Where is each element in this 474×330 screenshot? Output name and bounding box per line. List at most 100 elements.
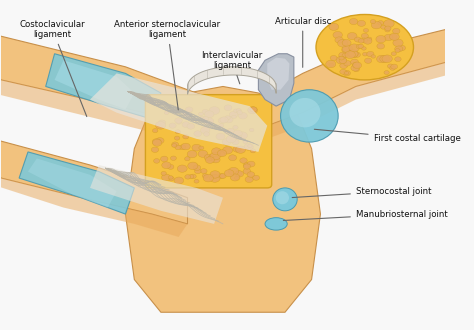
Circle shape [152,139,161,145]
Circle shape [223,147,233,154]
Circle shape [236,135,242,140]
Ellipse shape [281,90,338,142]
Circle shape [168,176,173,179]
Text: Costoclavicular
ligament: Costoclavicular ligament [19,19,87,116]
Circle shape [199,146,204,150]
Circle shape [236,109,241,113]
Circle shape [188,162,198,170]
Polygon shape [0,34,232,132]
Circle shape [167,164,174,169]
Circle shape [211,148,221,155]
Circle shape [367,51,374,57]
Circle shape [384,34,393,41]
Circle shape [342,53,348,57]
Circle shape [194,169,201,174]
Circle shape [398,45,406,51]
Circle shape [250,107,257,112]
Circle shape [174,136,180,140]
Circle shape [155,121,166,129]
Circle shape [233,146,241,152]
Circle shape [385,26,391,31]
Circle shape [355,37,361,42]
Polygon shape [0,73,232,146]
Circle shape [234,109,238,113]
Circle shape [361,38,368,43]
Circle shape [243,163,251,168]
Circle shape [210,171,220,178]
Circle shape [225,116,230,120]
Circle shape [348,50,358,57]
Circle shape [224,130,229,134]
Circle shape [224,105,232,111]
Circle shape [234,176,239,180]
Polygon shape [90,73,267,152]
Polygon shape [0,172,188,237]
Circle shape [353,62,362,69]
Circle shape [168,177,174,181]
Circle shape [230,174,240,181]
Circle shape [174,177,184,184]
Circle shape [391,52,396,56]
Circle shape [344,60,351,66]
Circle shape [390,33,399,40]
Circle shape [377,43,384,49]
Circle shape [169,123,176,128]
Circle shape [340,69,346,74]
Circle shape [358,39,364,43]
Circle shape [249,128,254,132]
Circle shape [250,149,255,153]
Circle shape [183,111,192,117]
Circle shape [243,140,247,144]
Circle shape [339,58,347,63]
Circle shape [247,172,255,177]
Circle shape [347,50,358,57]
Circle shape [351,59,358,65]
Circle shape [181,143,190,150]
Circle shape [340,63,347,69]
Circle shape [172,142,179,147]
Circle shape [193,165,201,171]
Circle shape [200,116,205,120]
Circle shape [175,130,181,134]
Circle shape [395,49,400,52]
Circle shape [393,39,403,47]
Circle shape [162,174,171,181]
Circle shape [370,19,376,23]
Circle shape [224,116,233,123]
Circle shape [218,150,227,157]
Circle shape [198,150,208,157]
Circle shape [219,124,224,127]
Ellipse shape [265,218,287,230]
Circle shape [210,152,220,160]
Circle shape [349,44,359,52]
Circle shape [194,180,199,183]
Circle shape [235,171,242,176]
Circle shape [347,33,357,40]
Circle shape [354,67,359,72]
Circle shape [247,144,252,148]
Circle shape [358,44,364,48]
Circle shape [183,135,189,139]
Circle shape [339,52,347,58]
Circle shape [353,62,360,68]
Circle shape [329,63,334,66]
Circle shape [187,123,195,129]
Circle shape [363,52,367,56]
Circle shape [357,20,365,26]
Circle shape [203,116,209,121]
Circle shape [362,47,366,50]
Circle shape [211,156,220,163]
Circle shape [356,44,362,49]
Circle shape [233,130,242,137]
Circle shape [339,56,344,60]
Circle shape [182,112,187,116]
Circle shape [243,164,251,169]
Circle shape [333,31,342,38]
Circle shape [376,36,386,43]
Circle shape [154,159,160,163]
Circle shape [203,117,214,125]
Circle shape [337,40,348,47]
Ellipse shape [290,98,320,127]
Circle shape [194,131,201,136]
Circle shape [247,161,255,167]
